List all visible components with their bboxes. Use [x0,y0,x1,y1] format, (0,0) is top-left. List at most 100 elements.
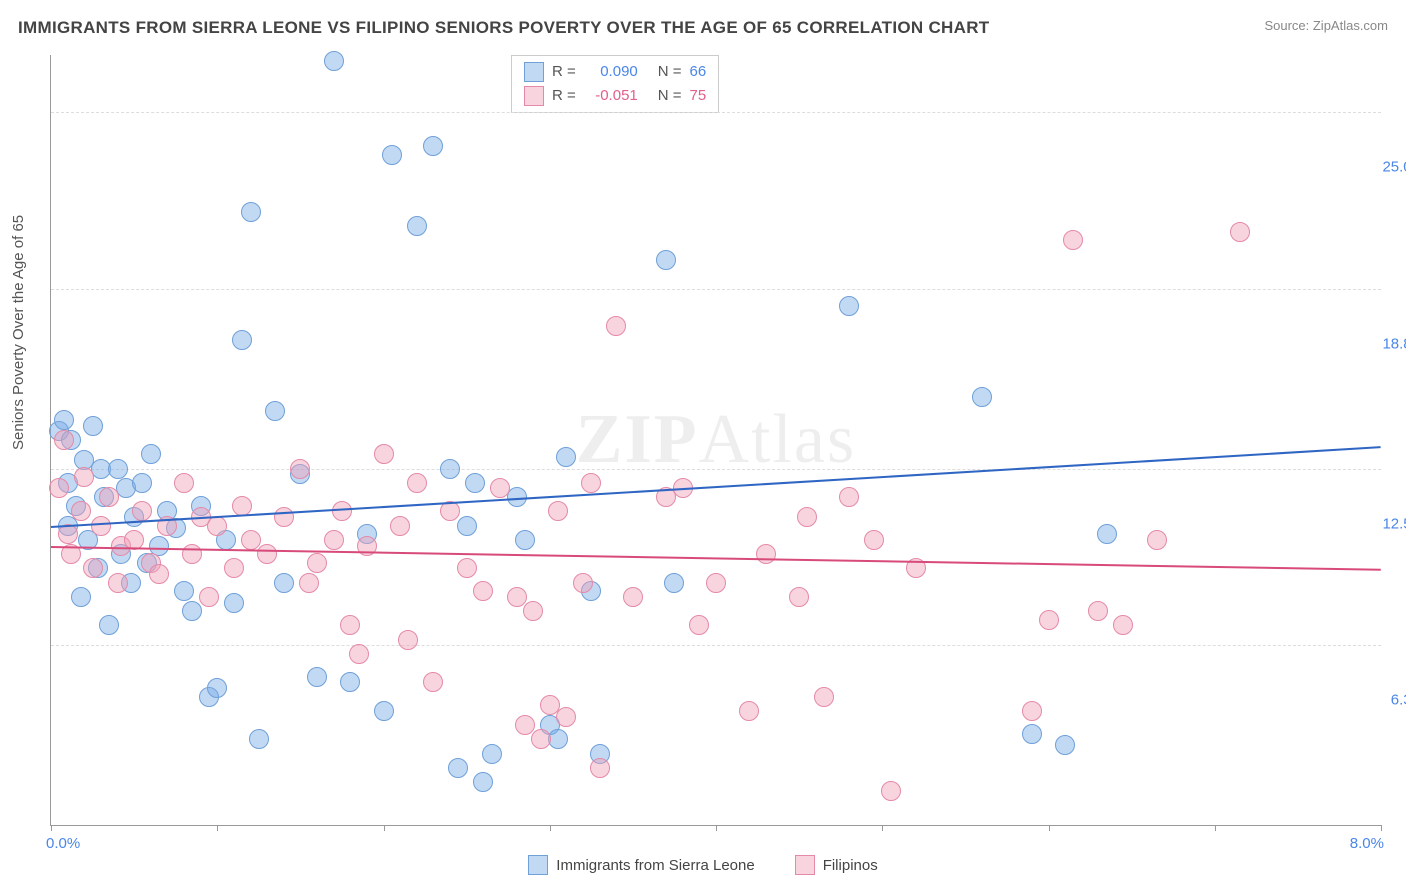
data-point [1088,601,1108,621]
data-point [207,678,227,698]
data-point [108,573,128,593]
data-point [689,615,709,635]
data-point [1039,610,1059,630]
source-label: Source: ZipAtlas.com [1264,18,1388,33]
data-point [290,459,310,479]
data-point [590,758,610,778]
data-point [1055,735,1075,755]
data-point [149,564,169,584]
data-point [407,216,427,236]
data-point [1022,724,1042,744]
data-point [382,145,402,165]
data-point [91,516,111,536]
data-point [99,615,119,635]
data-point [390,516,410,536]
data-point [257,544,277,564]
data-point [71,587,91,607]
data-point [972,387,992,407]
data-point [814,687,834,707]
data-point [581,473,601,493]
data-point [324,530,344,550]
x-max-label: 8.0% [1350,835,1384,852]
y-axis-label: Seniors Poverty Over the Age of 65 [10,215,27,450]
data-point [108,459,128,479]
data-point [1113,615,1133,635]
data-point [207,516,227,536]
data-point [332,501,352,521]
data-point [249,729,269,749]
data-point [182,544,202,564]
chart-title: IMMIGRANTS FROM SIERRA LEONE VS FILIPINO… [18,18,989,37]
y-tick-label: 18.8% [1382,335,1406,352]
data-point [531,729,551,749]
data-point [132,501,152,521]
data-point [349,644,369,664]
y-tick-label: 12.5% [1382,515,1406,532]
data-point [473,772,493,792]
data-point [839,296,859,316]
data-point [307,553,327,573]
data-point [49,478,69,498]
data-point [473,581,493,601]
data-point [457,558,477,578]
data-point [374,444,394,464]
data-point [515,530,535,550]
data-point [74,467,94,487]
data-point [457,516,477,536]
data-point [515,715,535,735]
data-point [490,478,510,498]
data-point [199,587,219,607]
y-tick-label: 25.0% [1382,159,1406,176]
data-point [54,430,74,450]
legend-item-series2: Filipinos [795,855,878,875]
data-point [1230,222,1250,242]
data-point [1063,230,1083,250]
data-point [573,573,593,593]
data-point [556,447,576,467]
data-point [881,781,901,801]
data-point [340,672,360,692]
data-point [440,459,460,479]
data-point [265,401,285,421]
data-point [706,573,726,593]
data-point [182,601,202,621]
data-point [423,136,443,156]
data-point [407,473,427,493]
data-point [83,558,103,578]
data-point [83,416,103,436]
data-point [274,507,294,527]
data-point [623,587,643,607]
data-point [374,701,394,721]
data-point [232,330,252,350]
data-point [224,558,244,578]
scatter-plot: ZIPAtlas R =0.090N =66R =-0.051N =75 6.3… [50,55,1381,826]
data-point [756,544,776,564]
data-point [174,473,194,493]
data-point [839,487,859,507]
data-point [71,501,91,521]
y-tick-label: 6.3% [1391,692,1406,709]
trend-line [51,546,1381,571]
data-point [141,444,161,464]
data-point [54,410,74,430]
data-point [507,587,527,607]
data-point [241,530,261,550]
data-point [797,507,817,527]
trend-line [51,446,1381,528]
data-point [324,51,344,71]
data-point [224,593,244,613]
series-legend: Immigrants from Sierra Leone Filipinos [0,855,1406,875]
data-point [307,667,327,687]
data-point [241,202,261,222]
legend-item-series1: Immigrants from Sierra Leone [528,855,754,875]
data-point [274,573,294,593]
data-point [556,707,576,727]
data-point [465,473,485,493]
stats-legend: R =0.090N =66R =-0.051N =75 [511,55,719,113]
data-point [739,701,759,721]
data-point [656,250,676,270]
legend-stat-row: R =-0.051N =75 [524,84,706,108]
data-point [232,496,252,516]
data-point [606,316,626,336]
data-point [523,601,543,621]
